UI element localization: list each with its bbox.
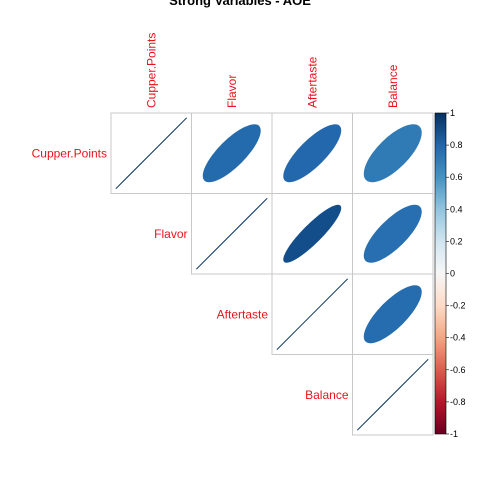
row-label-balance: Balance xyxy=(305,388,349,402)
colorbar-legend: 1 0.8 0.6 0.4 0.2 0 -0.2 -0.4 -0.6 -0.8 -1 xyxy=(434,108,466,439)
row-label-flavor: Flavor xyxy=(154,227,187,241)
cells-layer xyxy=(110,112,434,436)
chart-title: Strong Variables - AOE xyxy=(169,0,311,8)
ellipse-cupper-points-flavor xyxy=(202,124,261,183)
colorbar-tick-label: 0.2 xyxy=(450,236,463,246)
diagonal-line-flavor xyxy=(195,197,268,270)
colorbar-tick-label: -0.2 xyxy=(450,301,466,311)
colorbar-tick-label: -0.6 xyxy=(450,365,466,375)
colorbar-tick-label: -0.8 xyxy=(450,397,466,407)
diagonal-line-balance xyxy=(356,358,429,431)
colorbar-tick-label: -1 xyxy=(450,429,458,439)
column-label-balance: Balance xyxy=(386,64,400,108)
colorbar-tick-label: 0 xyxy=(450,269,455,279)
ellipse-aftertaste-balance xyxy=(363,285,422,344)
diagonal-line-cupper-points xyxy=(115,117,188,190)
column-label-flavor: Flavor xyxy=(225,75,239,108)
ellipse-cupper-points-balance xyxy=(363,124,422,183)
colorbar-tick-label: 0.6 xyxy=(450,172,463,182)
colorbar xyxy=(434,112,447,435)
column-label-cupper-points: Cupper.Points xyxy=(144,33,158,108)
ellipse-cupper-points-aftertaste xyxy=(283,124,342,183)
colorbar-tick-label: 1 xyxy=(450,108,455,118)
labels-layer: Cupper.Points Flavor Aftertaste Balance Cupp… xyxy=(32,33,400,402)
ellipse-flavor-balance xyxy=(363,204,422,263)
row-label-aftertaste: Aftertaste xyxy=(217,307,269,321)
colorbar-tick-label: -0.4 xyxy=(450,333,466,343)
column-label-aftertaste: Aftertaste xyxy=(305,56,319,108)
ellipse-flavor-aftertaste xyxy=(283,204,342,263)
diagonal-line-aftertaste xyxy=(276,278,349,351)
colorbar-tick-label: 0.4 xyxy=(450,204,463,214)
row-label-cupper-points: Cupper.Points xyxy=(32,146,107,160)
colorbar-tick-label: 0.8 xyxy=(450,140,463,150)
